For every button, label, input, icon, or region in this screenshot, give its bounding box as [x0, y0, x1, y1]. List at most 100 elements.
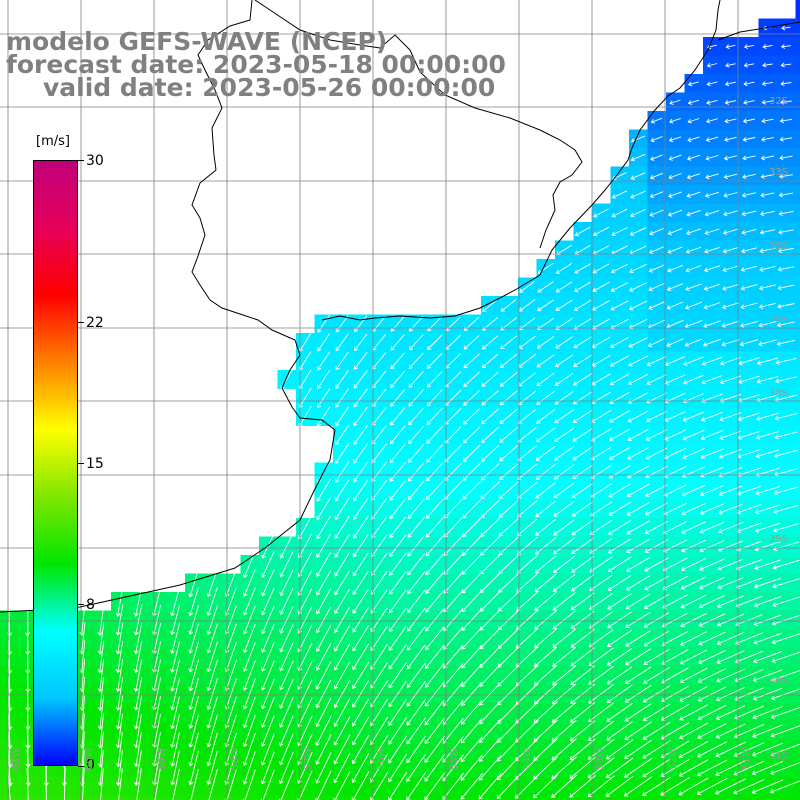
wind-arrow: [606, 666, 633, 685]
wind-arrow: [388, 607, 407, 633]
wind-arrow: [685, 228, 701, 236]
wind-arrow: [593, 226, 610, 237]
wind-arrow: [687, 118, 700, 124]
wind-arrow: [499, 408, 518, 425]
wind-arrow: [444, 444, 462, 463]
wind-speed-cell: [684, 795, 704, 800]
wind-arrow: [498, 554, 519, 574]
wind-arrow: [553, 464, 575, 480]
wind-arrow: [500, 335, 517, 350]
wind-arrow: [569, 738, 596, 761]
wind-arrow: [716, 668, 745, 683]
wind-arrow: [206, 732, 218, 767]
wind-arrow: [389, 553, 407, 576]
wind-arrow: [645, 429, 668, 441]
wind-arrow: [667, 228, 683, 236]
wind-arrow: [388, 735, 408, 764]
wind-arrow: [572, 464, 594, 480]
longitude-label: 60W: [84, 747, 95, 770]
latitude-label: 33S: [769, 167, 789, 178]
wind-arrow: [297, 733, 313, 766]
coastline-path: [717, 21, 800, 41]
wind-arrow: [736, 504, 762, 515]
wind-arrow: [703, 283, 721, 291]
wind-speed-cell: [795, 351, 800, 371]
wind-arrow: [480, 463, 500, 481]
wind-speed-cell: [795, 555, 800, 574]
wind-arrow: [516, 536, 538, 555]
wind-arrow: [536, 336, 555, 349]
wind-arrow: [697, 741, 727, 758]
wind-arrow: [570, 610, 595, 629]
wind-arrow: [499, 463, 519, 481]
wind-arrow: [590, 428, 612, 442]
wind-arrow: [478, 755, 502, 781]
wind-speed-cell: [370, 795, 389, 800]
wind-arrow: [678, 777, 709, 796]
wind-arrow: [279, 624, 294, 653]
wind-arrow: [536, 317, 555, 330]
wind-arrow: [772, 596, 800, 608]
wind-arrow: [425, 535, 444, 557]
wind-arrow: [571, 537, 594, 554]
wind-arrow: [407, 462, 425, 482]
wind-arrow: [741, 228, 757, 235]
wind-arrow: [354, 333, 368, 352]
wind-arrow: [686, 154, 700, 161]
wind-arrow: [389, 516, 406, 539]
wind-arrow: [552, 628, 576, 648]
wind-arrow: [351, 716, 370, 746]
wind-arrow: [706, 81, 718, 87]
wind-arrow: [663, 447, 687, 460]
wind-arrow: [388, 771, 408, 800]
wind-arrow: [315, 770, 332, 800]
wind-arrow: [170, 586, 181, 617]
wind-arrow: [206, 641, 218, 673]
wind-arrow: [79, 622, 86, 655]
wind-arrow: [684, 320, 703, 329]
wind-arrow: [206, 714, 218, 748]
wind-arrow: [572, 428, 593, 442]
wind-speed-cell: [795, 518, 800, 537]
wind-arrow: [97, 640, 105, 674]
wind-arrow: [755, 449, 780, 459]
longitude-label: 55W: [449, 747, 460, 770]
wind-arrow: [762, 62, 773, 68]
wind-arrow: [242, 769, 256, 800]
wind-arrow: [115, 640, 124, 674]
wind-speed-cell: [795, 703, 800, 722]
wind-arrow: [649, 191, 664, 199]
wind-arrow: [661, 704, 690, 721]
wind-arrow: [755, 486, 780, 496]
wind-arrow: [681, 539, 706, 553]
wind-arrow: [461, 554, 482, 575]
wind-arrow: [352, 661, 370, 690]
wind-arrow: [570, 592, 595, 611]
wind-arrow: [554, 409, 574, 424]
wind-speed-cell: [795, 499, 800, 519]
wind-arrow: [626, 520, 650, 535]
wind-arrow: [224, 605, 237, 635]
wind-arrow: [628, 355, 648, 367]
wind-speed-cell: [795, 444, 800, 463]
wind-arrow: [460, 773, 483, 800]
wind-arrow: [427, 334, 443, 351]
wind-arrow: [461, 645, 483, 669]
wind-arrow: [723, 192, 738, 198]
wind-arrow: [335, 369, 349, 389]
wind-speed-cell: [0, 795, 19, 800]
wind-arrow: [554, 427, 574, 442]
wind-arrow: [725, 62, 736, 68]
wind-arrow: [481, 426, 500, 444]
wind-arrow: [424, 681, 445, 707]
wind-arrow: [408, 407, 425, 426]
wind-arrow: [188, 659, 199, 692]
wind-arrow: [371, 498, 388, 520]
wind-speed-cell: [296, 795, 315, 800]
wind-arrow: [535, 427, 556, 443]
wind-arrow: [115, 713, 123, 749]
wind-arrow: [589, 519, 613, 535]
wind-arrow: [424, 754, 445, 782]
wind-arrow: [642, 740, 671, 759]
